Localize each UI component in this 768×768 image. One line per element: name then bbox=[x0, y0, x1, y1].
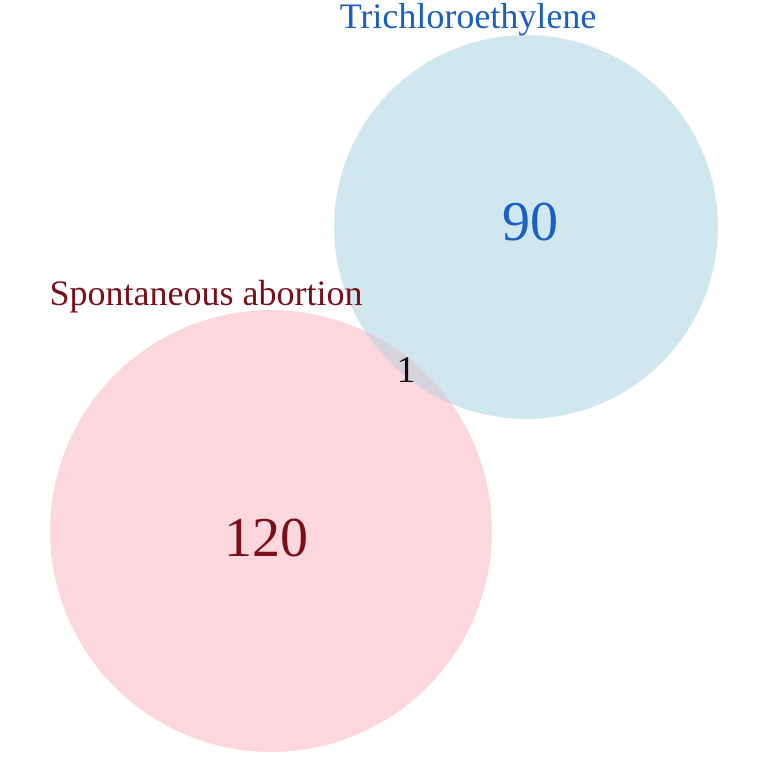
set-label-trichloroethylene: Trichloroethylene bbox=[340, 0, 597, 36]
count-intersection: 1 bbox=[397, 349, 416, 391]
set-circle-spontaneous-abortion bbox=[50, 310, 492, 752]
count-spontaneous-abortion-only: 120 bbox=[224, 507, 308, 569]
count-trichloroethylene-only: 90 bbox=[502, 191, 558, 253]
set-circle-trichloroethylene bbox=[334, 35, 718, 419]
set-label-spontaneous-abortion: Spontaneous abortion bbox=[50, 273, 363, 313]
